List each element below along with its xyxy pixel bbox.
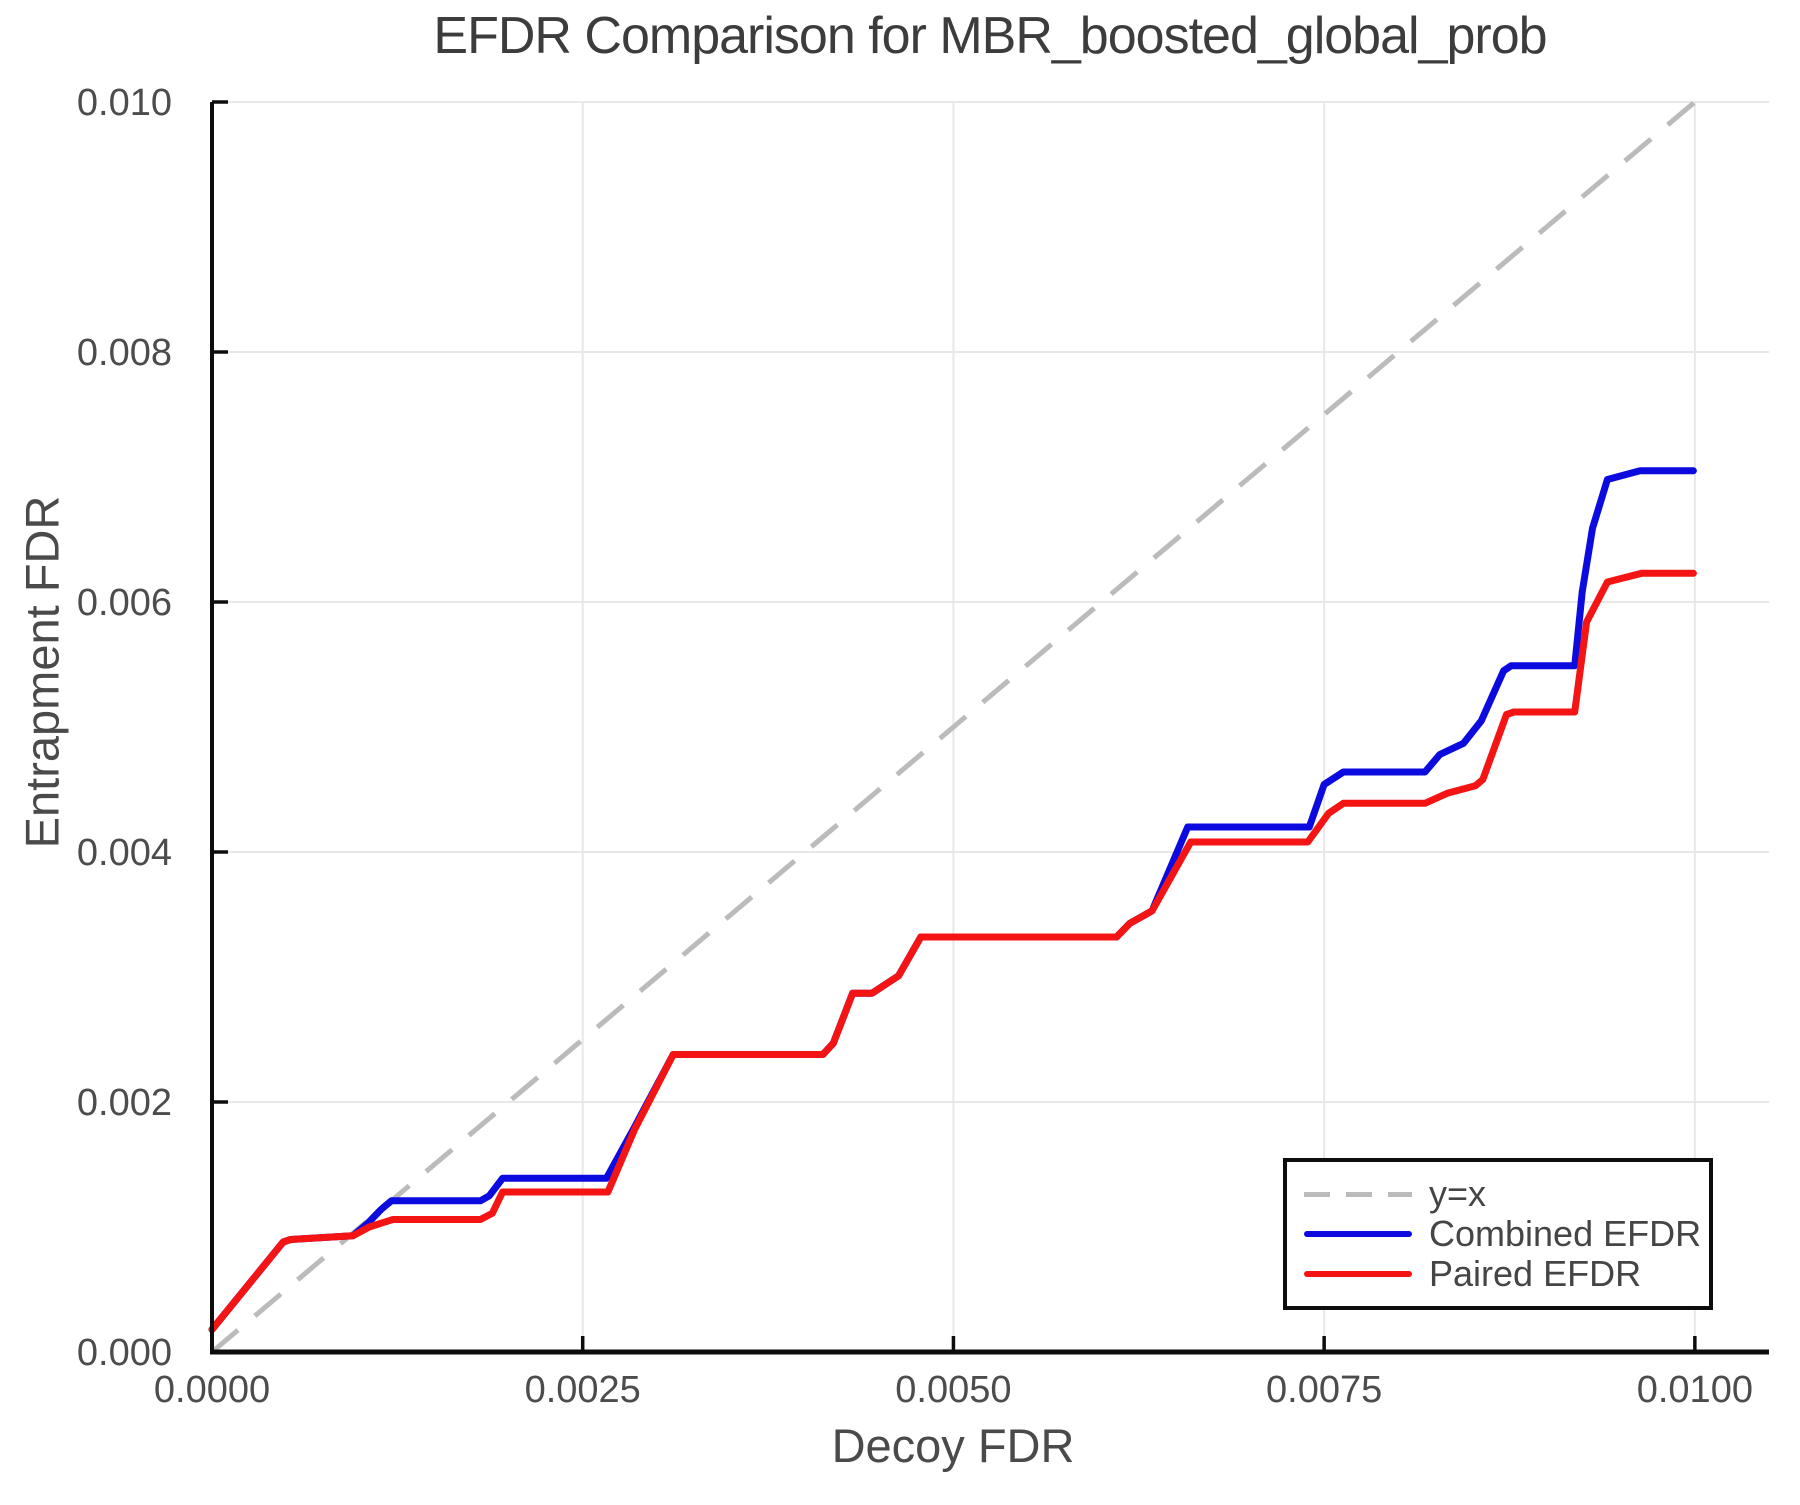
- legend-item-label: y=x: [1429, 1173, 1487, 1214]
- x-tick-label: 0.0000: [154, 1369, 270, 1411]
- x-axis-label: Decoy FDR: [831, 1419, 1075, 1472]
- y-tick-label: 0.006: [77, 582, 172, 624]
- legend-item-label: Combined EFDR: [1429, 1213, 1702, 1254]
- x-tick-label: 0.0075: [1266, 1369, 1382, 1411]
- legend-item-combined-efdr: Combined EFDR: [1304, 1216, 1709, 1253]
- x-tick-label: 0.0050: [895, 1369, 1011, 1411]
- data-series: [208, 467, 1697, 1333]
- x-tick-label: 0.0100: [1637, 1369, 1753, 1411]
- legend-item-yx: y=x: [1304, 1176, 1709, 1213]
- y-tick-label: 0.002: [77, 1082, 172, 1124]
- chart-title: EFDR Comparison for MBR_boosted_global_p…: [433, 7, 1547, 65]
- axes-spines: [210, 102, 1769, 1355]
- reference-line-path: [210, 100, 1697, 1354]
- y-axis-label: Entrapment FDR: [15, 495, 69, 849]
- x-tick-label: 0.0025: [525, 1369, 641, 1411]
- legend-item-label: Paired EFDR: [1429, 1253, 1642, 1294]
- tick-labels: 0.0000 0.0025 0.0050 0.0075 0.0100 0.000 0.002…: [77, 82, 1753, 1411]
- series-path-paired-efdr: [208, 569, 1697, 1333]
- y-tick-label: 0.000: [77, 1332, 172, 1374]
- y-tick-label: 0.008: [77, 332, 172, 374]
- solid-line-swatch-blue: [1304, 1231, 1412, 1237]
- y-equals-x-reference-line: [210, 100, 1697, 1354]
- y-tick-label: 0.004: [77, 832, 172, 874]
- y-tick-label: 0.010: [77, 82, 172, 124]
- tick-marks: [210, 100, 1697, 1354]
- dashed-line-swatch: [1304, 1191, 1412, 1197]
- legend-item-paired-efdr: Paired EFDR: [1304, 1256, 1709, 1293]
- solid-line-swatch-red: [1304, 1271, 1412, 1277]
- legend-box: y=x Combined EFDR Paired EFDR: [1283, 1158, 1713, 1310]
